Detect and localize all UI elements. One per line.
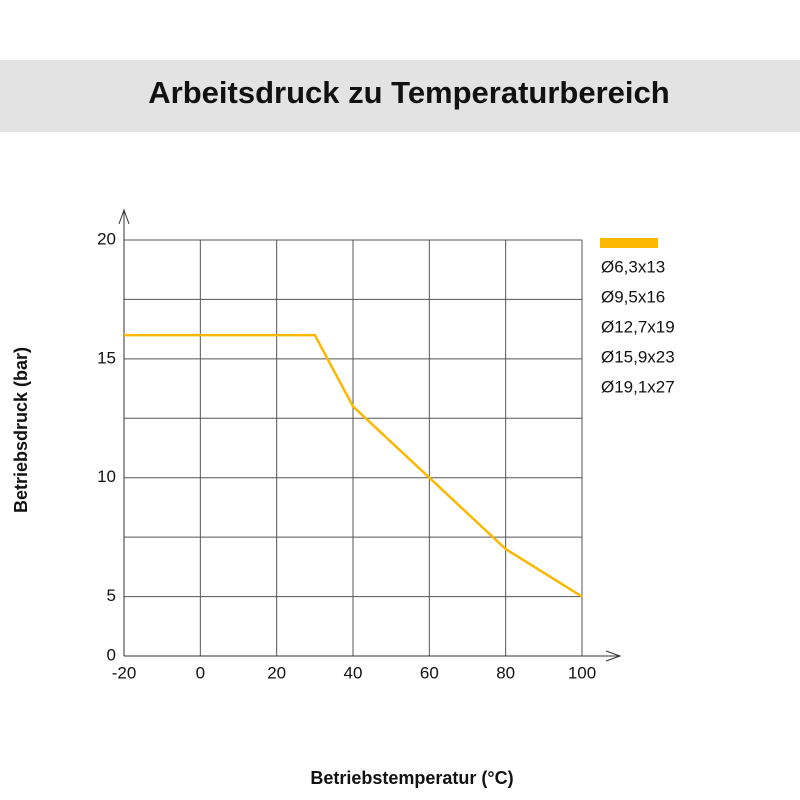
legend-label: Ø6,3x13: [601, 257, 665, 276]
x-tick-label: 60: [420, 663, 439, 682]
y-axis-arrow: [118, 208, 130, 225]
chart-title: Arbeitsdruck zu Temperaturbereich: [148, 75, 669, 110]
x-tick-label: 40: [344, 663, 363, 682]
y-tick-label: 10: [97, 467, 116, 486]
data-line: [124, 333, 583, 598]
x-tick-label: 20: [267, 663, 286, 682]
legend-label: Ø19,1x27: [601, 377, 675, 396]
x-tick-label: 0: [196, 663, 205, 682]
legend-label: Ø12,7x19: [601, 317, 675, 336]
legend-swatch: [600, 238, 658, 248]
y-tick-label: 5: [107, 586, 116, 605]
y-tick-label: 0: [107, 645, 116, 664]
x-axis-arrow: [605, 650, 622, 662]
title-band: [0, 60, 800, 132]
x-tick-label: -20: [112, 663, 137, 682]
y-tick-label: 20: [97, 229, 116, 248]
y-tick-label: 15: [97, 348, 116, 367]
x-tick-label: 100: [568, 663, 596, 682]
legend-label: Ø15,9x23: [601, 347, 675, 366]
x-axis-label: Betriebstemperatur (°C): [310, 768, 513, 788]
x-tick-label: 80: [496, 663, 515, 682]
legend-label: Ø9,5x16: [601, 287, 665, 306]
y-axis-label: Betriebsdruck (bar): [11, 347, 31, 513]
